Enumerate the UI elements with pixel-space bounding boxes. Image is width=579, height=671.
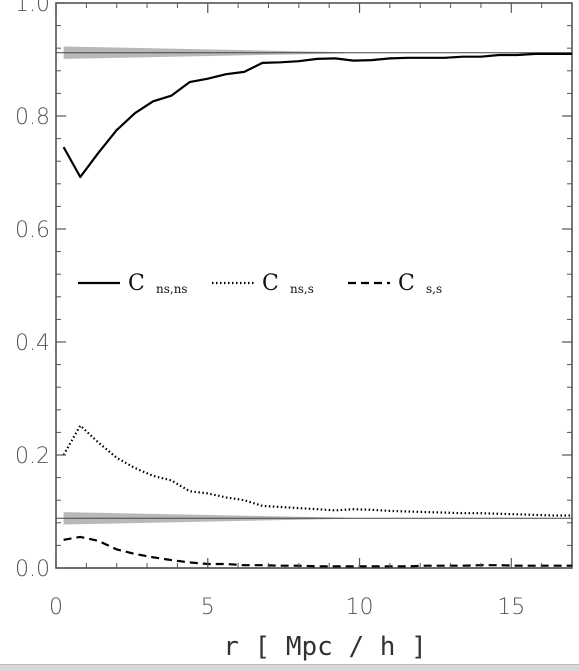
y-tick-label: 0.0: [15, 557, 50, 582]
legend-label-subscript: ns,ns: [156, 282, 188, 296]
legend-label-subscript: ns,s: [290, 282, 314, 296]
legend-label: C: [398, 271, 415, 296]
x-tick-label: 10: [346, 595, 374, 620]
axis-tick-labels: 0 5 10 15 0.0 0.2 0.4 0.6 0.8 1.0: [15, 0, 525, 620]
x-tick-label: 5: [201, 595, 215, 620]
x-axis-label: r [ Mpc / h ]: [223, 632, 427, 662]
series-lines: [62, 52, 572, 568]
confidence-bands: [56, 46, 572, 569]
series-line-dotted: [62, 424, 572, 517]
y-tick-label: 0.8: [15, 105, 50, 130]
axis-ticks: [55, 2, 572, 569]
legend-label-subscript: s,s: [426, 282, 442, 296]
x-tick-label: 0: [49, 595, 63, 620]
legend-label: C: [128, 271, 145, 296]
x-tick-label: 15: [497, 595, 525, 620]
series-line-solid: [62, 52, 572, 179]
bottom-strip: [0, 664, 579, 671]
series-line-dashed: [63, 535, 572, 568]
y-tick-label: 0.4: [15, 331, 50, 356]
y-tick-label: 1.0: [15, 0, 50, 17]
y-tick-label: 0.2: [15, 444, 50, 469]
legend-label: C: [262, 271, 279, 296]
y-tick-label: 0.6: [15, 218, 50, 243]
